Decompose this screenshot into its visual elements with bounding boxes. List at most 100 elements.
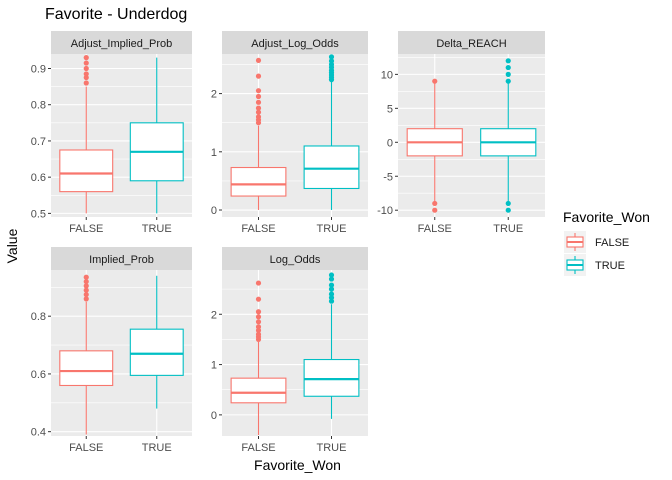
- y-tick-label: 1: [211, 147, 217, 159]
- facet-strip: [222, 31, 368, 54]
- outlier-point: [505, 78, 511, 84]
- box-false: [230, 57, 287, 211]
- box-iqr: [303, 358, 360, 397]
- outlier-point: [83, 80, 89, 86]
- facet-strip: [51, 247, 192, 270]
- outlier-point: [83, 65, 89, 72]
- box-true: [303, 54, 360, 211]
- y-tick-label: 0.6: [31, 172, 46, 184]
- facet-strip-label: Log_Odds: [270, 254, 321, 266]
- outlier-point: [83, 278, 89, 285]
- outlier-point: [328, 286, 335, 292]
- y-tick-label: 0.7: [31, 136, 46, 148]
- outlier-point: [432, 78, 438, 84]
- y-tick-label: 0.5: [31, 208, 46, 220]
- outlier-point: [328, 291, 335, 297]
- x-tick-label: TRUE: [142, 442, 172, 454]
- y-tick-label: 0: [387, 137, 393, 149]
- y-tick-label: 10: [381, 69, 393, 81]
- outlier-point: [83, 55, 89, 61]
- x-tick-label: FALSE: [241, 223, 275, 235]
- outlier-point: [255, 314, 262, 320]
- outlier-point: [255, 105, 262, 111]
- outlier-point: [505, 207, 511, 213]
- outlier-point: [328, 282, 335, 288]
- box-true: [303, 272, 360, 419]
- y-tick-label: 2: [211, 89, 217, 101]
- outlier-point: [83, 296, 89, 302]
- outlier-point: [83, 287, 89, 293]
- x-tick-label: FALSE: [69, 223, 103, 235]
- facet-panels: Adjust_Implied_Prob 0.5 0.6 0.7 0.8 0.9 FALSE T…: [31, 31, 545, 454]
- outlier-point: [83, 274, 89, 280]
- outlier-point: [255, 88, 262, 94]
- box-true: [129, 57, 184, 214]
- box-iqr: [129, 328, 184, 376]
- outlier-point: [255, 331, 262, 337]
- box-iqr: [230, 166, 287, 197]
- outlier-point: [83, 60, 89, 66]
- outlier-point: [255, 99, 262, 105]
- y-tick-label: 2: [211, 309, 217, 321]
- y-tick-label: 5: [387, 103, 393, 115]
- box-true: [480, 58, 537, 213]
- facet-adjust-implied-prob: Adjust_Implied_Prob 0.5 0.6 0.7 0.8 0.9 FALSE T…: [31, 31, 192, 235]
- facet-strip: [51, 31, 192, 54]
- y-tick-label: -10: [377, 205, 393, 217]
- facet-adjust-log-odds: Adjust_Log_Odds 0 1 2 FALSE TRUE: [211, 31, 368, 235]
- facet-implied-prob: Implied_Prob 0.4 0.6 0.8 FALSE TRUE: [31, 247, 192, 454]
- facet-strip-label: Implied_Prob: [89, 254, 154, 266]
- legend-item-true: TRUE: [564, 254, 625, 276]
- box-iqr: [303, 145, 360, 190]
- box-iqr: [59, 149, 114, 193]
- facet-strip-label: Adjust_Log_Odds: [251, 38, 339, 50]
- panel-background: [222, 270, 368, 436]
- box-false: [230, 280, 287, 435]
- y-tick-label: 1: [211, 360, 217, 372]
- box-iqr: [59, 350, 114, 387]
- x-tick-label: FALSE: [69, 442, 103, 454]
- legend: Favorite_Won FALSE TRUE: [563, 209, 650, 276]
- outlier-point: [255, 309, 262, 315]
- outlier-point: [255, 324, 262, 330]
- outlier-point: [505, 58, 511, 64]
- y-axis-title: Value: [4, 228, 20, 263]
- outlier-point: [255, 114, 262, 120]
- x-tick-label: FALSE: [418, 223, 452, 235]
- outlier-point: [255, 319, 262, 325]
- outlier-point: [328, 58, 335, 64]
- facet-strip: [398, 31, 545, 54]
- box-true: [129, 275, 184, 409]
- x-tick-label: TRUE: [142, 223, 172, 235]
- outlier-point: [328, 276, 335, 282]
- facet-log-odds: Log_Odds 0 1 2 FALSE TRUE: [211, 247, 368, 454]
- outlier-point: [83, 71, 89, 77]
- x-tick-label: TRUE: [317, 442, 347, 454]
- outlier-point: [255, 280, 262, 286]
- outlier-point: [255, 73, 262, 79]
- legend-label: FALSE: [595, 237, 629, 249]
- outlier-point: [255, 57, 262, 64]
- outlier-point: [505, 71, 511, 77]
- outlier-point: [83, 283, 89, 289]
- outlier-point: [505, 200, 511, 207]
- outlier-point: [83, 74, 89, 81]
- chart-title: Favorite - Underdog: [45, 6, 187, 23]
- facet-delta-reach: Delta_REACH -10 -5 0 5 10 FALSE TRUE: [377, 31, 545, 235]
- legend-label: TRUE: [595, 260, 625, 272]
- outlier-point: [328, 272, 335, 278]
- outlier-point: [255, 93, 262, 100]
- box-iqr: [230, 377, 287, 404]
- outlier-point: [83, 291, 89, 298]
- y-tick-label: 0.4: [31, 427, 46, 439]
- y-tick-label: 0.8: [31, 100, 46, 112]
- legend-title: Favorite_Won: [563, 209, 650, 225]
- outlier-point: [505, 64, 511, 71]
- y-tick-label: 0.8: [31, 311, 46, 323]
- y-tick-label: 0.9: [31, 63, 46, 75]
- facet-strip-label: Adjust_Implied_Prob: [71, 38, 173, 50]
- x-tick-label: FALSE: [241, 442, 275, 454]
- y-tick-label: 0.6: [31, 369, 46, 381]
- box-false: [406, 78, 463, 213]
